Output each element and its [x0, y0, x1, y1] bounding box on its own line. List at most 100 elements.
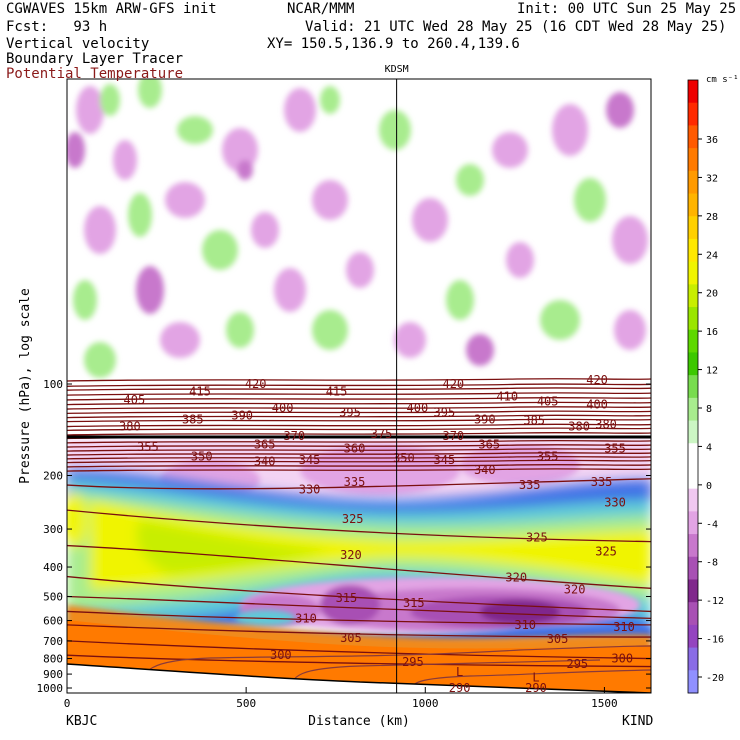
theta-line: [67, 378, 651, 382]
theta-line: [67, 432, 651, 436]
org-title: NCAR/MMM: [287, 1, 355, 17]
colorbar-unit: cm s⁻¹: [706, 75, 739, 85]
field-tracer: Boundary Layer Tracer: [6, 51, 184, 67]
colorbar: 36 32 28 24 20 16 12 8 4 0 -4 -8 -12 -16 -20: [687, 79, 724, 694]
theta-label: 345: [434, 453, 456, 467]
theta-line: [67, 387, 651, 391]
theta-line: [67, 418, 651, 423]
theta-label: 370: [283, 429, 305, 443]
theta-label: 340: [474, 463, 496, 477]
theta-line: [67, 444, 651, 448]
colorbar-tick-label: 4: [706, 442, 712, 453]
x-axis: 0 500 1000 1500: [64, 687, 618, 710]
cross-section-endpoints: XY= 150.5,136.9 to 260.4,139.6: [267, 36, 520, 52]
x-tick-label: 1000: [412, 697, 439, 710]
colorbar-swatch: [688, 284, 698, 308]
theta-line: [67, 410, 651, 415]
colorbar-swatch: [688, 375, 698, 399]
colorbar-tick-label: -16: [706, 635, 724, 646]
plot-frame: [66, 78, 652, 694]
theta-label: 310: [514, 618, 536, 632]
theta-label: 290: [449, 681, 471, 695]
theta-label: L: [456, 665, 463, 679]
theta-label: 400: [272, 401, 294, 415]
y-tick-label: 600: [43, 615, 63, 628]
theta-label: 295: [402, 655, 424, 669]
theta-line: [67, 455, 651, 460]
colorbar-swatch: [688, 329, 698, 353]
theta-line: [67, 448, 651, 452]
theta-label: 330: [299, 482, 321, 496]
colorbar-swatch: [688, 261, 698, 285]
colorbar-swatch: [688, 624, 698, 649]
theta-label: 325: [595, 544, 617, 558]
colorbar-tick-label: -4: [706, 519, 718, 530]
theta-line: [67, 654, 651, 668]
theta-label: 420: [245, 377, 267, 391]
theta-label: 350: [191, 449, 213, 463]
theta-line: [67, 468, 651, 472]
theta-label: 390: [231, 409, 253, 423]
theta-label: 325: [342, 512, 364, 526]
theta-line: [67, 427, 651, 432]
theta-labels: 420 415 415 420 420 405 400 395 400 395 410 405 400 3…: [119, 373, 635, 695]
theta-line: [67, 401, 651, 406]
plot-area: 420 415 415 420 420 405 400 395 400 395 410 405 400 3…: [67, 79, 651, 695]
x-axis-label: Distance (km): [308, 714, 410, 729]
theta-label: 350: [393, 451, 415, 465]
colorbar-swatch: [688, 602, 698, 626]
y-tick-label: 200: [43, 470, 63, 483]
colorbar-swatch: [688, 397, 698, 422]
y-tick-label: 1000: [37, 682, 64, 695]
theta-line: [67, 459, 651, 464]
theta-label: 340: [254, 455, 276, 469]
theta-label: 405: [124, 393, 146, 407]
theta-label: L: [532, 671, 539, 685]
x-tick-label: 500: [236, 697, 256, 710]
y-tick-label: 400: [43, 561, 63, 574]
colorbar-tick-label: 12: [706, 366, 718, 377]
theta-label: 305: [340, 631, 362, 645]
x-tick-label: 1500: [591, 697, 618, 710]
terrain: [67, 664, 651, 693]
left-station-label: KBJC: [66, 714, 97, 729]
theta-label: 375: [371, 427, 393, 441]
theta-line: [67, 595, 651, 619]
theta-label: 395: [339, 405, 361, 419]
colorbar-swatch: [688, 511, 698, 535]
theta-label: 355: [537, 449, 559, 463]
colorbar-tick-label: 20: [706, 289, 718, 300]
theta-label: 335: [519, 478, 541, 492]
colorbar-swatch: [688, 420, 698, 444]
theta-label: 385: [523, 414, 545, 428]
right-station-label: KIND: [622, 714, 653, 729]
field-theta: Potential Temperature: [6, 66, 184, 82]
theta-label: 295: [566, 657, 588, 671]
colorbar-swatch: [688, 443, 698, 467]
kdsm-label: KDSM: [385, 64, 409, 75]
y-tick-label: 500: [43, 590, 63, 603]
terrain-outline: [67, 663, 651, 693]
theta-label: 315: [336, 591, 358, 605]
theta-label: 390: [474, 413, 496, 427]
theta-line: [67, 383, 651, 387]
y-tick-label: 700: [43, 635, 63, 648]
theta-line: [67, 439, 651, 444]
theta-line: [67, 397, 651, 401]
colorbar-tick-label: 0: [706, 481, 712, 492]
theta-line: [67, 624, 651, 638]
theta-label: 315: [403, 596, 425, 610]
theta-line: [67, 640, 651, 660]
colorbar-tick-label: 8: [706, 404, 712, 415]
theta-line: [67, 452, 651, 456]
colorbar-swatch: [688, 465, 698, 490]
colorbar-swatch: [688, 647, 698, 671]
colorbar-frame: [687, 79, 699, 694]
y-tick-label: 800: [43, 653, 63, 666]
theta-label: 355: [137, 440, 159, 454]
colorbar-tick-label: 24: [706, 250, 718, 261]
colorbar-swatch: [688, 148, 698, 172]
theta-label: 365: [478, 437, 500, 451]
colorbar-swatch: [688, 307, 698, 331]
